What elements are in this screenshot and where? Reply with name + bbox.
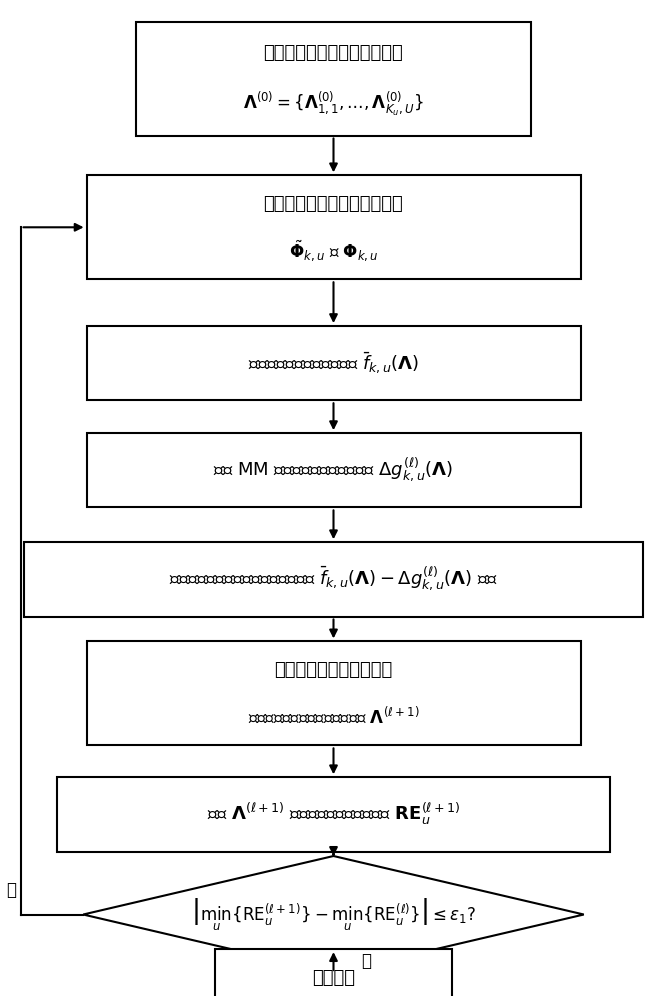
Text: 否: 否 <box>6 881 16 899</box>
Text: $\mathbf{\Lambda}^{(0)}=\{\mathbf{\Lambda}^{(0)}_{1,1},\ldots,\mathbf{\Lambda}^{: $\mathbf{\Lambda}^{(0)}=\{\mathbf{\Lambd… <box>243 89 424 118</box>
Bar <box>136 22 531 136</box>
Bar <box>24 542 643 617</box>
Text: 将优化问题中目标函数各用户速率用 $\bar{f}_{k,u}(\mathbf{\Lambda})-\Delta g^{(\ell)}_{k,u}(\mathb: 将优化问题中目标函数各用户速率用 $\bar{f}_{k,u}(\mathbf{… <box>169 565 498 593</box>
Text: 利用分布式迭代注水算法: 利用分布式迭代注水算法 <box>274 661 393 679</box>
Text: 利用 $\mathbf{\Lambda}^{(\ell+1)}$ 计算每个小区的资源效率 $\mathbf{RE}^{(\ell+1)}_u$: 利用 $\mathbf{\Lambda}^{(\ell+1)}$ 计算每个小区的… <box>207 801 460 827</box>
Text: $\left|\underset{u}{\min}\{\mathrm{RE}^{(\ell+1)}_u\}-\underset{u}{\min}\{\mathr: $\left|\underset{u}{\min}\{\mathrm{RE}^{… <box>191 896 476 933</box>
Text: 迭代计算确定性等同辅助变量: 迭代计算确定性等同辅助变量 <box>263 195 404 213</box>
Text: 初始化发送信号的协方差矩阵: 初始化发送信号的协方差矩阵 <box>263 44 404 62</box>
Text: $\tilde{\mathbf{\Phi}}_{k,u}$ 和 $\mathbf{\Phi}_{k,u}$: $\tilde{\mathbf{\Phi}}_{k,u}$ 和 $\mathbf… <box>289 238 378 263</box>
Text: 终止迭代: 终止迭代 <box>312 969 355 987</box>
Bar <box>215 949 452 1000</box>
Bar <box>87 641 580 745</box>
Bar <box>87 175 580 279</box>
Bar <box>57 777 610 852</box>
Polygon shape <box>83 856 584 973</box>
Text: 求解替代后的优化问题，得到解 $\mathbf{\Lambda}^{(\ell+1)}$: 求解替代后的优化问题，得到解 $\mathbf{\Lambda}^{(\ell+… <box>247 706 420 727</box>
Text: 是: 是 <box>362 952 372 970</box>
Text: 计算 MM 算法中的一阶泰勒展开式 $\Delta g^{(\ell)}_{k,u}(\mathbf{\Lambda})$: 计算 MM 算法中的一阶泰勒展开式 $\Delta g^{(\ell)}_{k,… <box>213 456 454 484</box>
Text: 计算用户速率的确定性等同 $\bar{f}_{k,u}(\mathbf{\Lambda})$: 计算用户速率的确定性等同 $\bar{f}_{k,u}(\mathbf{\Lam… <box>248 351 419 376</box>
Bar <box>87 433 580 507</box>
Bar <box>87 326 580 400</box>
